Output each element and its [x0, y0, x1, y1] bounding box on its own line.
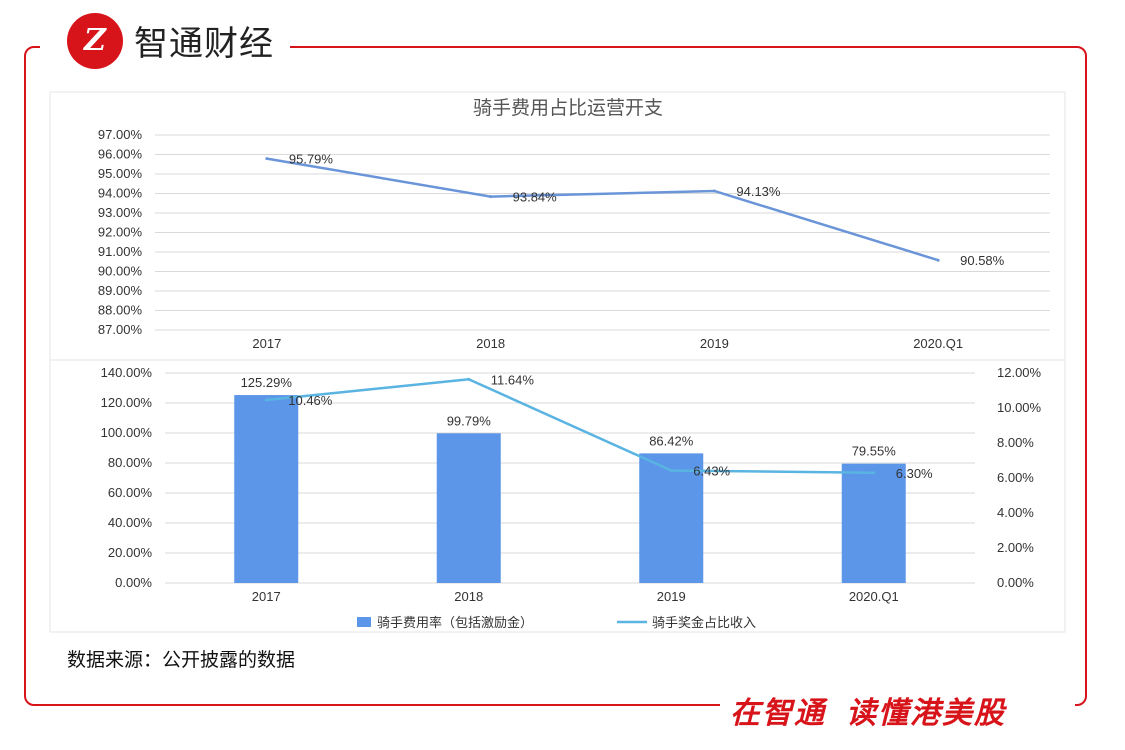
- bottom-y2-tick-label: 12.00%: [997, 365, 1042, 380]
- slogan: 在智通 读懂港美股: [730, 688, 1006, 732]
- bottom-x-tick-label: 2018: [454, 589, 483, 604]
- brand-logo-icon: Z: [67, 13, 123, 69]
- bar-data-label: 125.29%: [241, 375, 293, 390]
- top-data-label: 93.84%: [513, 190, 558, 205]
- bottom-series-line: [266, 378, 874, 474]
- top-data-point: [265, 157, 269, 161]
- top-y-tick-label: 88.00%: [98, 303, 143, 318]
- bottom-y2-tick-label: 6.00%: [997, 470, 1034, 485]
- bar-data-label: 99.79%: [447, 413, 492, 428]
- top-y-tick-label: 87.00%: [98, 322, 143, 337]
- bar: [841, 463, 906, 583]
- top-chart-area: [49, 91, 1066, 361]
- legend-bar-swatch: [357, 617, 371, 627]
- brand-name: 智通财经: [134, 24, 274, 64]
- bar-data-label: 79.55%: [852, 444, 897, 459]
- slogan-part-1: 在智通: [730, 696, 826, 731]
- line-data-label: 6.30%: [896, 466, 933, 481]
- bar-data-label: 86.42%: [649, 433, 694, 448]
- line-data-label: 10.46%: [288, 393, 333, 408]
- bottom-y2-tick-label: 2.00%: [997, 540, 1034, 555]
- bottom-y-tick-label: 80.00%: [108, 455, 153, 470]
- bottom-y2-tick-label: 4.00%: [997, 505, 1034, 520]
- line-data-label: 6.43%: [693, 463, 730, 478]
- legend-line-label: 骑手奖金占比收入: [652, 615, 756, 631]
- top-data-point: [936, 258, 940, 262]
- top-x-tick-label: 2020.Q1: [913, 336, 963, 351]
- bottom-y-tick-label: 60.00%: [108, 485, 153, 500]
- top-data-label: 95.79%: [289, 152, 334, 167]
- top-y-tick-label: 97.00%: [98, 127, 143, 142]
- bottom-y-tick-label: 100.00%: [101, 425, 153, 440]
- top-data-label: 90.58%: [960, 253, 1005, 268]
- top-y-tick-label: 96.00%: [98, 147, 143, 162]
- top-x-tick-label: 2017: [252, 336, 281, 351]
- line-data-point: [264, 398, 268, 402]
- top-y-tick-label: 95.00%: [98, 166, 143, 181]
- top-y-tick-label: 93.00%: [98, 205, 143, 220]
- line-data-point: [872, 471, 876, 475]
- bottom-x-tick-label: 2020.Q1: [849, 589, 899, 604]
- bottom-y2-tick-label: 0.00%: [997, 575, 1034, 590]
- top-y-tick-label: 90.00%: [98, 264, 143, 279]
- top-y-tick-label: 91.00%: [98, 244, 143, 259]
- bottom-y-tick-label: 140.00%: [101, 365, 153, 380]
- bottom-combo-chart: 140.00% 120.00% 100.00% 80.00% 60.00% 40.00% 2…: [49, 359, 1066, 633]
- top-x-tick-label: 2019: [700, 336, 729, 351]
- top-y-tick-label: 89.00%: [98, 283, 143, 298]
- top-data-point: [489, 195, 493, 199]
- bottom-y-tick-label: 0.00%: [115, 575, 152, 590]
- slogan-part-2: 读懂港美股: [846, 696, 1006, 731]
- top-y-tick-label: 92.00%: [98, 225, 143, 240]
- top-series-line: [266, 157, 939, 262]
- top-chart-title: 骑手费用占比运营开支: [473, 97, 663, 119]
- source-note: 数据来源：公开披露的数据: [67, 649, 296, 671]
- slogan-backdrop: [720, 686, 1075, 730]
- line-data-point: [669, 468, 673, 472]
- bar: [436, 433, 501, 583]
- bottom-x-tick-label: 2019: [657, 589, 686, 604]
- line-data-label: 11.64%: [491, 372, 535, 387]
- bottom-x-tick-label: 2017: [252, 589, 281, 604]
- top-x-tick-label: 2018: [476, 336, 505, 351]
- bottom-y2-tick-label: 8.00%: [997, 435, 1034, 450]
- bottom-chart-area: [49, 359, 1066, 633]
- bottom-y-tick-label: 120.00%: [101, 395, 153, 410]
- top-line-chart: 骑手费用占比运营开支 97.00% 96.00% 95.00% 94.00% 93.00%…: [49, 91, 1066, 361]
- line-data-point: [467, 377, 471, 381]
- red-frame: [24, 46, 1087, 706]
- bar: [234, 395, 299, 583]
- bottom-y-tick-label: 40.00%: [108, 515, 153, 530]
- top-data-label: 94.13%: [736, 184, 781, 199]
- bar: [639, 453, 704, 583]
- top-y-tick-label: 94.00%: [98, 186, 143, 201]
- legend-bar-label: 骑手费用率（包括激励金）: [377, 615, 533, 631]
- bottom-y2-tick-label: 10.00%: [997, 400, 1042, 415]
- bottom-y-tick-label: 20.00%: [108, 545, 153, 560]
- top-data-point: [712, 189, 716, 193]
